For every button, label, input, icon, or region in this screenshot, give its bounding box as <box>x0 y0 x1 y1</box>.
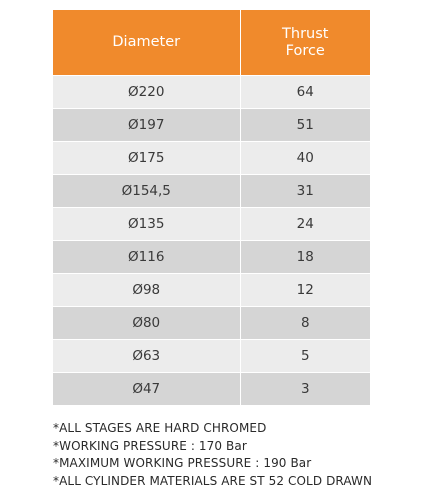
cell-diameter: Ø197 <box>53 108 240 142</box>
cell-diameter: Ø63 <box>53 339 240 373</box>
cell-thrust: 3 <box>239 372 370 405</box>
table-row: Ø154,5 31 <box>53 174 370 208</box>
table-row: Ø220 64 <box>53 75 370 109</box>
table-row: Ø175 40 <box>53 141 370 175</box>
cell-diameter: Ø154,5 <box>53 174 240 208</box>
header-thrust-line2: Force <box>285 42 325 59</box>
spec-table-container: Diameter Thrust Force Ø220 64 Ø197 51 Ø1… <box>53 10 370 405</box>
cell-thrust: 64 <box>239 75 370 109</box>
header-diameter: Diameter <box>53 10 240 76</box>
cell-thrust: 12 <box>239 273 370 307</box>
cell-thrust: 24 <box>239 207 370 241</box>
cell-diameter: Ø135 <box>53 207 240 241</box>
cell-diameter: Ø220 <box>53 75 240 109</box>
cell-diameter: Ø80 <box>53 306 240 340</box>
thrust-force-table: Diameter Thrust Force Ø220 64 Ø197 51 Ø1… <box>53 10 370 405</box>
cell-diameter: Ø116 <box>53 240 240 274</box>
cell-thrust: 5 <box>239 339 370 373</box>
cell-thrust: 18 <box>239 240 370 274</box>
table-row: Ø63 5 <box>53 339 370 373</box>
cell-thrust: 51 <box>239 108 370 142</box>
table-row: Ø80 8 <box>53 306 370 340</box>
cell-diameter: Ø98 <box>53 273 240 307</box>
note-max-working-pressure: *MAXIMUM WORKING PRESSURE : 190 Bar <box>53 456 312 470</box>
spec-notes: *ALL STAGES ARE HARD CHROMED *WORKING PR… <box>53 420 418 490</box>
cell-thrust: 8 <box>239 306 370 340</box>
cell-diameter: Ø47 <box>53 372 240 405</box>
table-header-row: Diameter Thrust Force <box>53 10 370 76</box>
table-row: Ø135 24 <box>53 207 370 241</box>
note-hard-chromed: *ALL STAGES ARE HARD CHROMED <box>53 421 267 435</box>
note-working-pressure: *WORKING PRESSURE : 170 Bar <box>53 438 247 453</box>
note-cylinder-materials: *ALL CYLINDER MATERIALS ARE ST 52 COLD D… <box>53 473 373 488</box>
table-row: Ø197 51 <box>53 108 370 142</box>
table-row: Ø116 18 <box>53 240 370 274</box>
cell-diameter: Ø175 <box>53 141 240 175</box>
cell-thrust: 31 <box>239 174 370 208</box>
table-row: Ø47 3 <box>53 372 370 405</box>
cell-thrust: 40 <box>239 141 370 175</box>
header-thrust-line1: Thrust <box>282 25 329 42</box>
table-row: Ø98 12 <box>53 273 370 307</box>
header-thrust-force: Thrust Force <box>239 10 370 76</box>
